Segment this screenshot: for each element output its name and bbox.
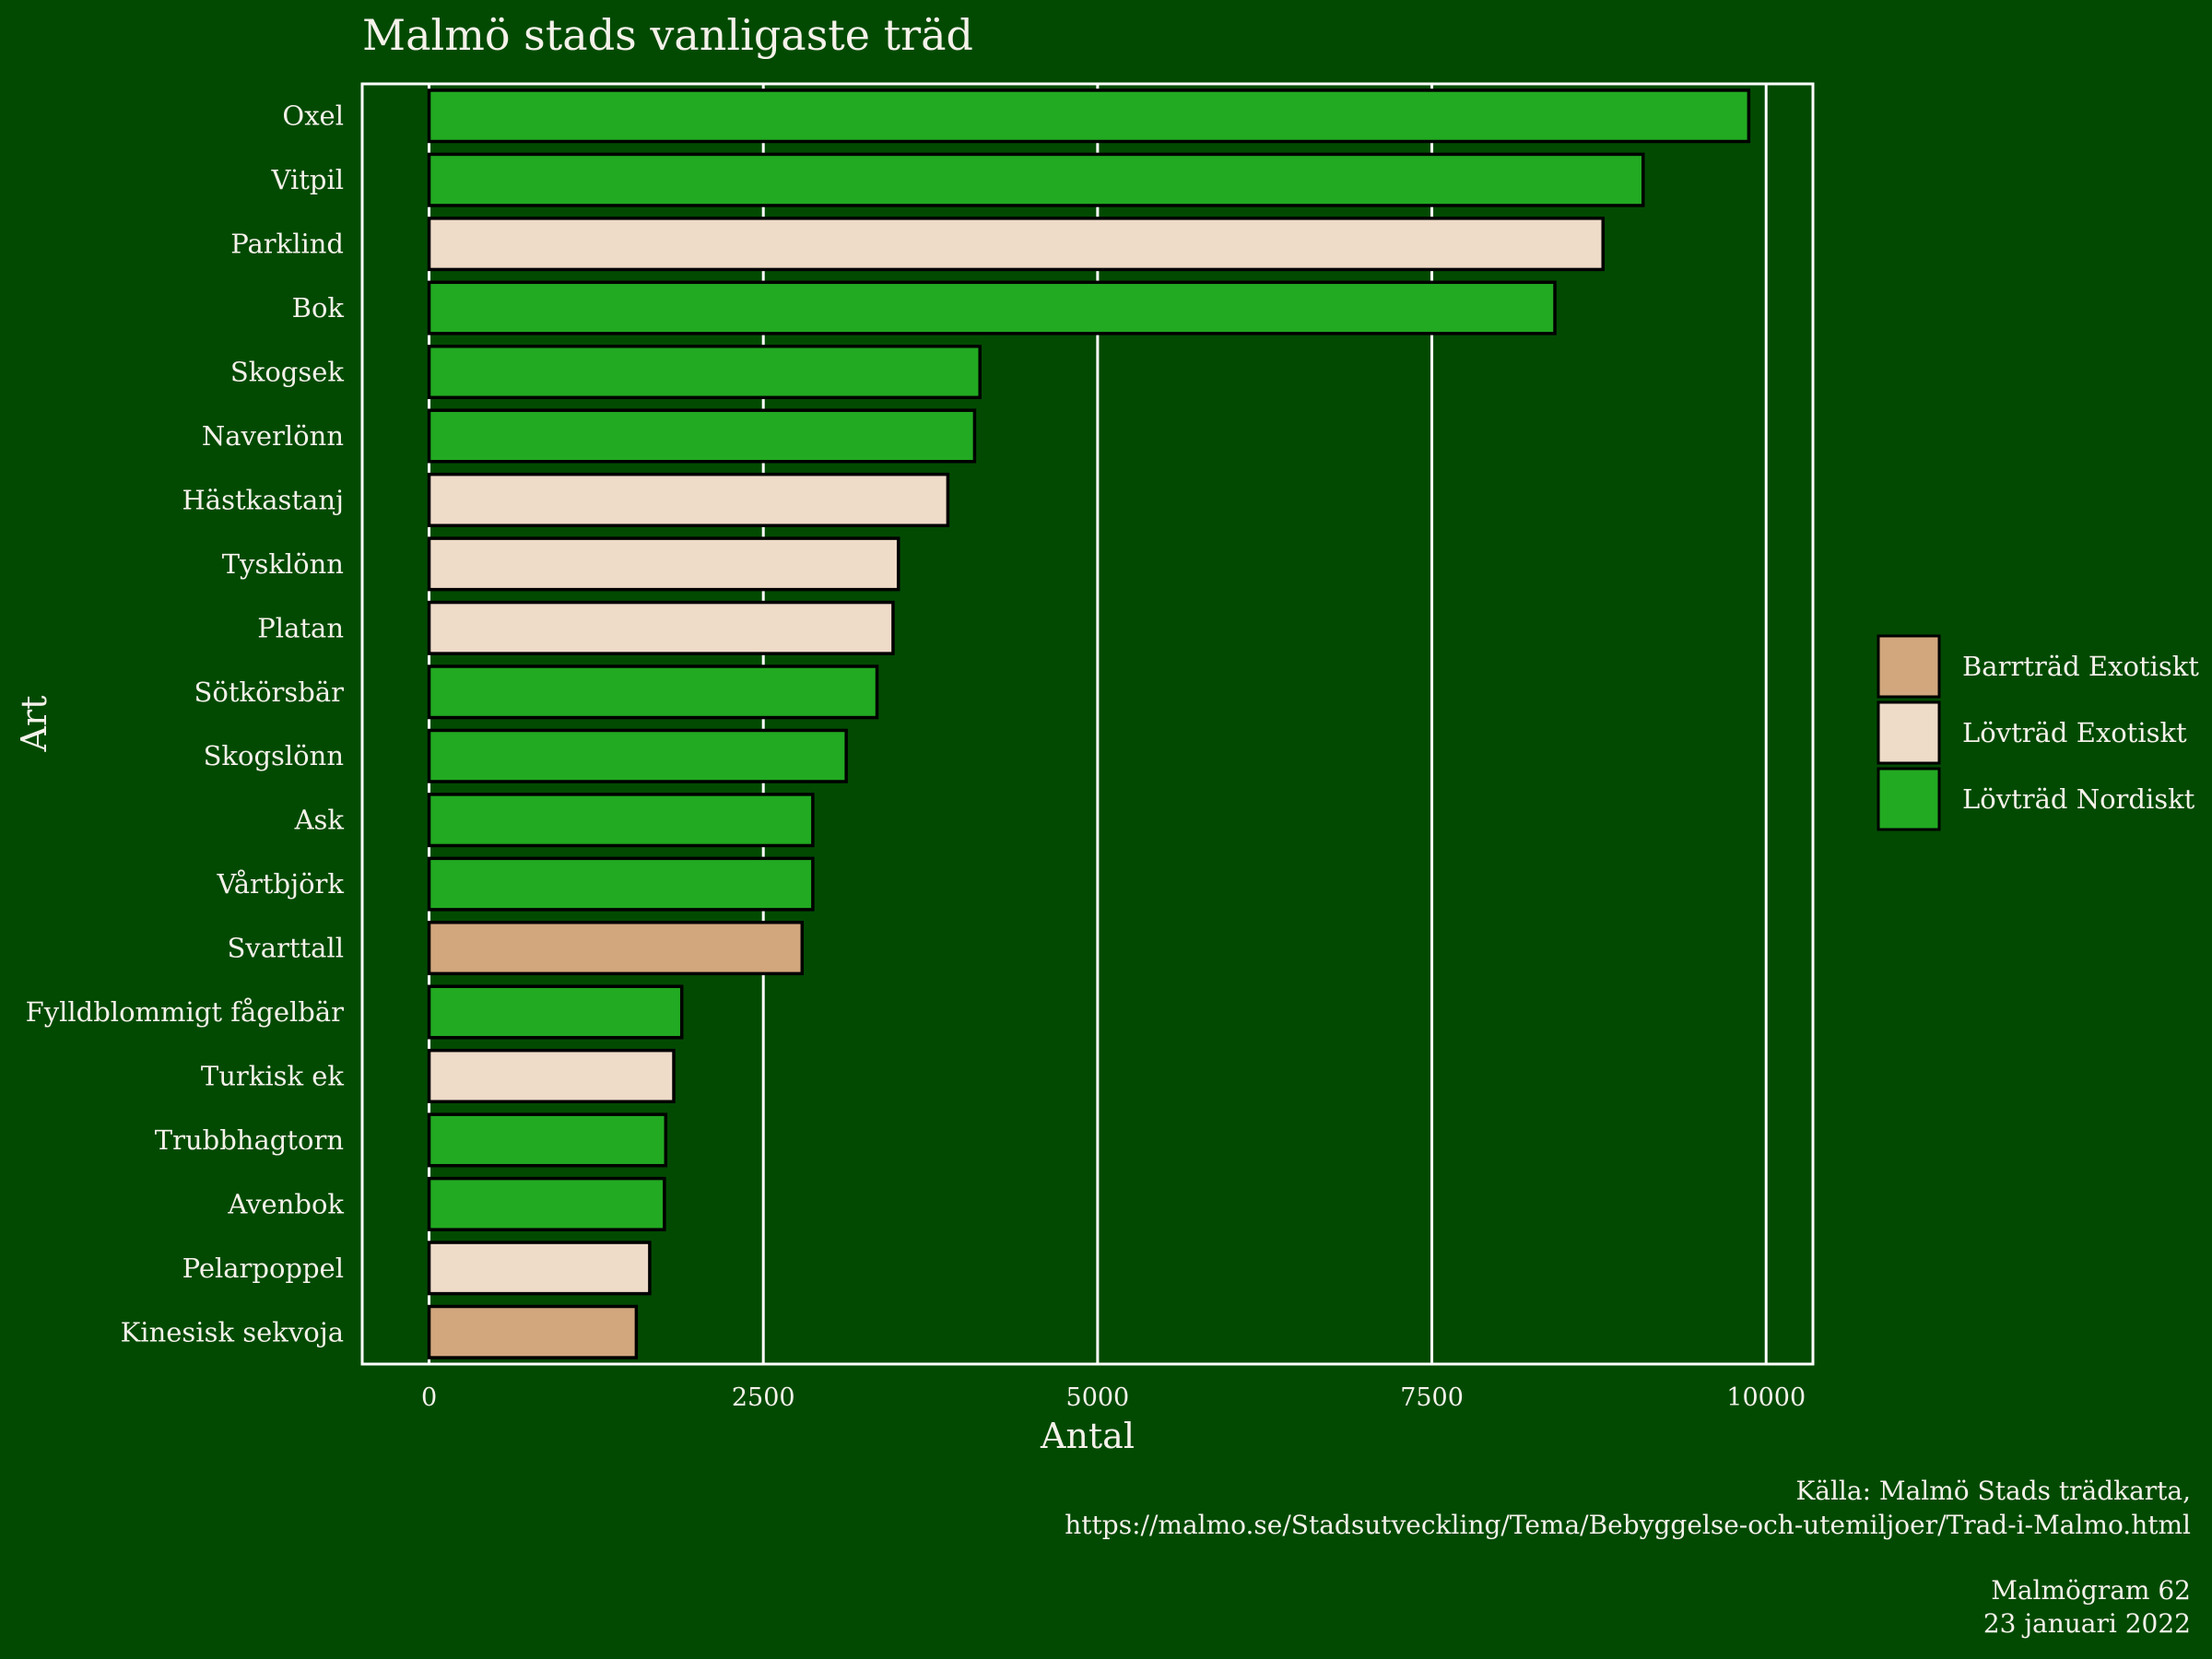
bar <box>427 536 900 592</box>
y-tick-label: Sötkörsbär <box>194 677 345 708</box>
y-tick-label: Fylldblommigt fågelbär <box>26 996 345 1028</box>
y-tick-label: Hästkastanj <box>182 484 344 515</box>
y-tick-label: Svarttall <box>227 933 344 964</box>
y-tick-label: Vitpil <box>271 164 344 195</box>
x-axis-title: Antal <box>1040 1416 1135 1456</box>
bar <box>427 1304 639 1359</box>
y-axis-title: Art <box>14 696 54 753</box>
issue-caption: Malmögram 62 <box>1991 1575 2191 1606</box>
bar <box>427 88 1751 144</box>
y-tick-label: Parklind <box>230 229 344 260</box>
bar <box>427 921 805 976</box>
y-tick-label: Oxel <box>282 100 344 132</box>
legend-label: Lövträd Exotiskt <box>1962 717 2187 748</box>
bar <box>427 344 982 400</box>
y-tick-label: Tysklönn <box>222 548 344 580</box>
y-tick-label: Ask <box>294 805 345 836</box>
bar <box>427 793 815 848</box>
legend-swatch <box>1877 767 1941 831</box>
x-tick-label: 5000 <box>1066 1383 1130 1412</box>
x-tick-label: 2500 <box>732 1383 795 1412</box>
legend-label: Lövträd Nordiskt <box>1962 783 2195 815</box>
x-tick-label: 7500 <box>1400 1383 1464 1412</box>
bar <box>427 408 977 464</box>
bar <box>427 856 815 912</box>
bar <box>427 728 848 783</box>
chart-title: Malmö stads vanligaste träd <box>362 10 973 60</box>
source-caption-line2: https://malmo.se/Stadsutveckling/Tema/Be… <box>1065 1510 2191 1540</box>
legend-swatch <box>1877 634 1941 699</box>
y-tick-label: Skogslönn <box>204 740 344 771</box>
bar <box>427 217 1605 272</box>
legend-label: Barrträd Exotiskt <box>1962 651 2199 682</box>
y-tick-label: Bok <box>292 292 345 324</box>
bar <box>427 1048 676 1104</box>
x-tick-label: 0 <box>421 1383 437 1412</box>
x-tick-label: 10000 <box>1726 1383 1806 1412</box>
y-tick-label: Vårtbjörk <box>216 868 344 900</box>
bar <box>427 472 950 527</box>
bar <box>427 984 684 1040</box>
bar <box>427 1176 666 1231</box>
y-tick-label: Pelarpoppel <box>182 1253 344 1284</box>
bar <box>427 1112 668 1168</box>
bar <box>427 1241 652 1296</box>
legend: Barrträd Exotiskt Lövträd Exotiskt Lövträd… <box>1877 634 2199 831</box>
source-caption-line1: Källa: Malmö Stads trädkarta, <box>1795 1476 2191 1506</box>
legend-swatch <box>1877 700 1941 765</box>
y-tick-label: Skogsek <box>230 357 345 388</box>
bar <box>427 600 895 655</box>
y-tick-labels: Oxel Vitpil Parklind Bok Skogsek Naverlönn Häs… <box>26 100 345 1348</box>
y-tick-label: Kinesisk sekvoja <box>121 1316 344 1347</box>
bar <box>427 665 879 720</box>
x-tick-labels: 0 2500 5000 7500 10000 <box>421 1383 1806 1412</box>
bar <box>427 280 1557 335</box>
date-caption: 23 januari 2022 <box>1983 1608 2191 1639</box>
plot-panel-border <box>360 82 1815 1366</box>
y-tick-label: Avenbok <box>227 1188 344 1219</box>
y-tick-label: Turkisk ek <box>201 1060 345 1091</box>
bar <box>427 152 1645 207</box>
y-tick-label: Trubbhagtorn <box>155 1124 344 1156</box>
y-tick-label: Naverlönn <box>202 420 344 452</box>
y-tick-label: Platan <box>257 612 344 643</box>
bars <box>427 88 1751 1359</box>
